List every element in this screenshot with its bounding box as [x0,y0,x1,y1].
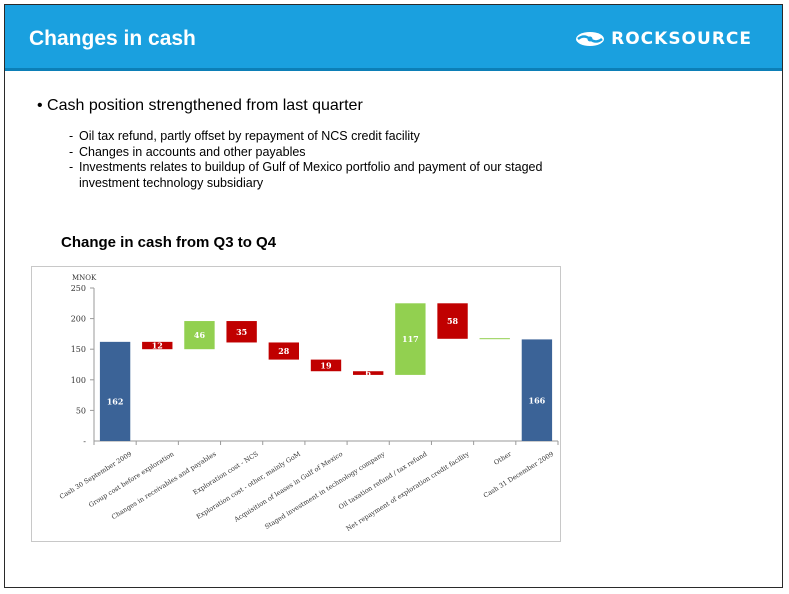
y-tick-label: - [83,437,86,446]
y-tick-label: 50 [76,406,86,415]
chart-bar [437,303,468,339]
data-label: 35 [236,327,247,337]
y-tick-label: 200 [71,315,86,324]
chart-container: 50 100 150 200 250 - MNOK 162 Cash 30 September … [31,266,561,542]
sub-bullet: - Changes in accounts and other payables [69,144,306,159]
data-label: 28 [278,346,290,356]
data-label: 162 [107,396,124,406]
data-label: 46 [194,330,206,340]
main-bullet: • Cash position strengthened from last q… [37,97,363,114]
logo-text: ROCKSOURCE [611,29,752,49]
data-label: 58 [447,316,459,326]
waterfall-chart: 50 100 150 200 250 - MNOK 162 Cash 30 September … [58,274,559,533]
sub-bullet: - Investments relates to buildup of Gulf … [69,160,543,190]
slide-title: Changes in cash [29,27,196,50]
chart-title: Change in cash from Q3 to Q4 [61,234,277,251]
chart-bar [268,342,300,360]
x-tick-label: Cash 30 September 2009 [58,450,133,501]
y-tick-label: 150 [71,345,86,354]
chart-bar [479,338,510,340]
chart-bar [142,341,173,350]
chart-bar [395,303,426,375]
slide-header: Changes in cash ROCKSOURCE [5,5,782,71]
sub-bullet-list: - Oil tax refund, partly offset by repaym… [69,129,589,191]
y-axis-label: MNOK [72,274,97,282]
data-label: 19 [320,360,332,370]
chart-bar [310,359,342,372]
x-tick-label: Other [492,449,513,466]
x-tick-label: Cash 31 December 2009 [482,450,555,500]
chart-bar [184,321,215,350]
data-label: 6 [365,368,371,378]
rocksource-logo: ROCKSOURCE [575,29,752,49]
data-label: 166 [529,395,546,405]
y-tick-label: 250 [71,284,86,293]
sub-bullet: - Oil tax refund, partly offset by repaym… [69,129,420,143]
y-tick-label: 100 [71,376,86,385]
rock-icon [576,32,605,46]
chart-bar [521,339,553,441]
chart-bar [352,371,384,375]
chart-bar [99,341,131,441]
slide: Changes in cash ROCKSOURCE • Cash positi… [4,4,783,588]
data-label: 117 [402,334,419,344]
data-label: 12 [152,341,163,351]
chart-bar [226,321,257,343]
